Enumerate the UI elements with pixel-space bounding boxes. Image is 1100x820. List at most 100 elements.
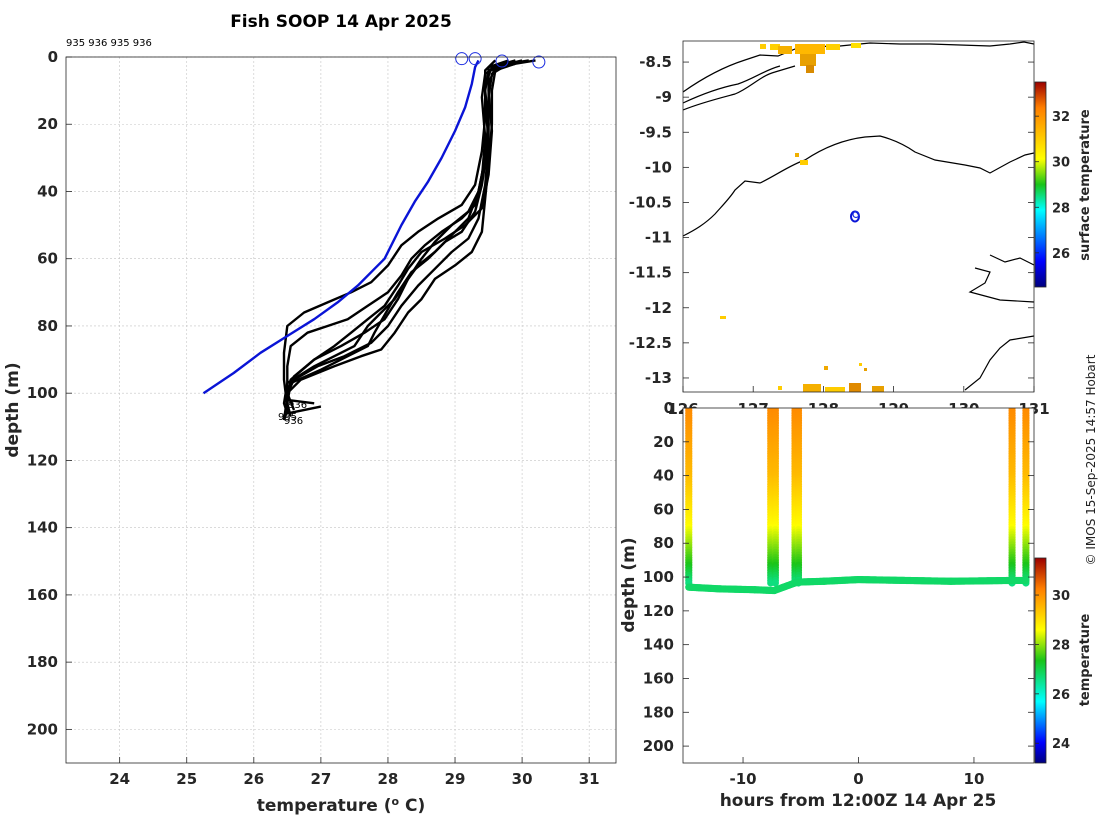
x-tick-label: 30	[512, 770, 533, 788]
y-tick-label: 160	[643, 669, 674, 687]
profile-end-label: 935	[278, 412, 297, 423]
coastline	[964, 335, 1034, 391]
y-tick-label: 0	[48, 48, 58, 66]
x-tick-label: -10	[729, 770, 756, 788]
temperature-colorbar-frame	[1034, 557, 1047, 764]
y-tick-label: 20	[653, 433, 674, 451]
profile-series	[202, 59, 536, 421]
bottom-point	[1022, 576, 1030, 585]
depth-time-chart: 0 20 40 60 80 100 120 140 160 180 200 -10 0 10 hours …	[619, 399, 1093, 811]
sst-patch	[806, 65, 814, 73]
x-tick-label: 24	[109, 770, 130, 788]
sst-patch	[824, 366, 828, 370]
map-y-tick-label: -9	[655, 88, 672, 106]
map-y-tick-label: -10	[645, 158, 672, 176]
track-marker	[849, 210, 860, 223]
x-tick-label: 0	[853, 770, 863, 788]
profile-line-p5	[286, 62, 503, 411]
sst-patch	[800, 160, 808, 165]
depth-time-y-axis-label: depth (m)	[619, 537, 639, 632]
colorbar-tick-label: 28	[1052, 201, 1070, 216]
y-tick-label: 60	[37, 250, 58, 268]
y-tick-label: 200	[643, 737, 674, 755]
sst-patch	[800, 54, 816, 66]
coastline	[989, 254, 1034, 266]
map-content	[683, 41, 1034, 392]
profile-x-axis-label: temperature (o C)	[257, 795, 426, 817]
profile-axes-background	[66, 57, 616, 763]
y-tick-label: 80	[653, 534, 674, 552]
colorbar-tick-label: 30	[1052, 589, 1070, 604]
profile-end-label: 936	[284, 416, 303, 427]
credit-text: © IMOS 15-Sep-2025 14:57 Hobart	[1084, 354, 1098, 565]
y-tick-label: 0	[664, 399, 674, 417]
coastline	[968, 267, 1034, 303]
sst-patch	[849, 383, 861, 392]
colorbar-tick-label: 26	[1052, 247, 1070, 262]
y-tick-label: 180	[643, 703, 674, 721]
map-y-tick-label: -8.5	[639, 53, 672, 71]
sst-patch	[851, 43, 861, 48]
x-tick-label: 26	[243, 770, 264, 788]
y-tick-label: 140	[643, 636, 674, 654]
profile-line-blue	[202, 59, 480, 395]
sst-patch	[859, 363, 862, 366]
y-tick-label: 140	[27, 519, 58, 537]
sst-patch	[795, 44, 825, 54]
colorbar-tick-label: 32	[1052, 110, 1070, 125]
profile-end-labels: 936 935 936	[278, 400, 307, 427]
x-tick-label: 31	[579, 770, 600, 788]
map-y-tick-label: -12.5	[629, 334, 672, 352]
profile-y-axis-label: depth (m)	[3, 362, 23, 457]
map-frame	[682, 40, 1035, 393]
y-tick-label: 200	[27, 720, 58, 738]
profile-ids-label: 935 936 935 936	[66, 38, 152, 49]
y-tick-label: 180	[27, 653, 58, 671]
profile-line-p8	[282, 59, 497, 421]
sst-patch	[795, 153, 799, 157]
profile-grid	[66, 56, 616, 763]
x-tick-label: 27	[310, 770, 331, 788]
y-tick-label: 80	[37, 317, 58, 335]
track-map: -8.5-9-9.5-10-10.5-11-11.5-12-12.5-13126…	[629, 40, 1093, 418]
map-y-tick-label: -13	[645, 369, 672, 387]
surface-marker	[532, 55, 546, 69]
surface-colorbar-ticks: 26 28 30 32	[1035, 110, 1070, 262]
sst-patch	[720, 316, 726, 319]
track-marker-ring	[852, 210, 860, 219]
surface-marker	[455, 52, 469, 66]
y-tick-label: 20	[37, 115, 58, 133]
map-y-tick-label: -11.5	[629, 264, 672, 282]
sst-patch	[872, 386, 884, 392]
map-y-tick-label: -11	[645, 229, 672, 247]
chart-title: Fish SOOP 14 Apr 2025	[230, 12, 452, 32]
x-tick-label: 10	[964, 770, 985, 788]
coastline	[683, 41, 1034, 93]
surface-markers	[455, 52, 546, 69]
depth-time-series	[685, 408, 1030, 595]
surface-colorbar-label: surface temperature	[1078, 109, 1093, 261]
sst-patch	[778, 46, 792, 54]
coastline	[683, 65, 796, 111]
sst-patch	[825, 387, 845, 392]
sst-patch	[778, 386, 782, 390]
x-tick-label: 25	[176, 770, 197, 788]
sst-patch	[760, 44, 766, 49]
map-y-tick-label: -10.5	[629, 193, 672, 211]
sst-patch	[770, 44, 780, 50]
y-tick-label: 100	[27, 384, 58, 402]
cast-point	[771, 579, 779, 587]
depth-time-background	[683, 408, 1034, 763]
colorbar-tick-label: 24	[1052, 737, 1070, 752]
y-tick-label: 60	[653, 500, 674, 518]
colorbar-tick-label: 26	[1052, 688, 1070, 703]
x-tick-label: 29	[445, 770, 466, 788]
x-tick-label: 28	[378, 770, 399, 788]
profile-chart: 24 25 26 27 28 29 30 31 0 20 40 60 80 100 120 140 160 180…	[3, 12, 617, 817]
colorbar-tick-label: 28	[1052, 638, 1070, 653]
sst-patches	[720, 43, 884, 392]
profile-axes-frame	[65, 56, 617, 764]
map-y-tick-label: -12	[645, 299, 672, 317]
depth-time-ticks: 0 20 40 60 80 100 120 140 160 180 200 -10 0 10	[643, 399, 1034, 788]
